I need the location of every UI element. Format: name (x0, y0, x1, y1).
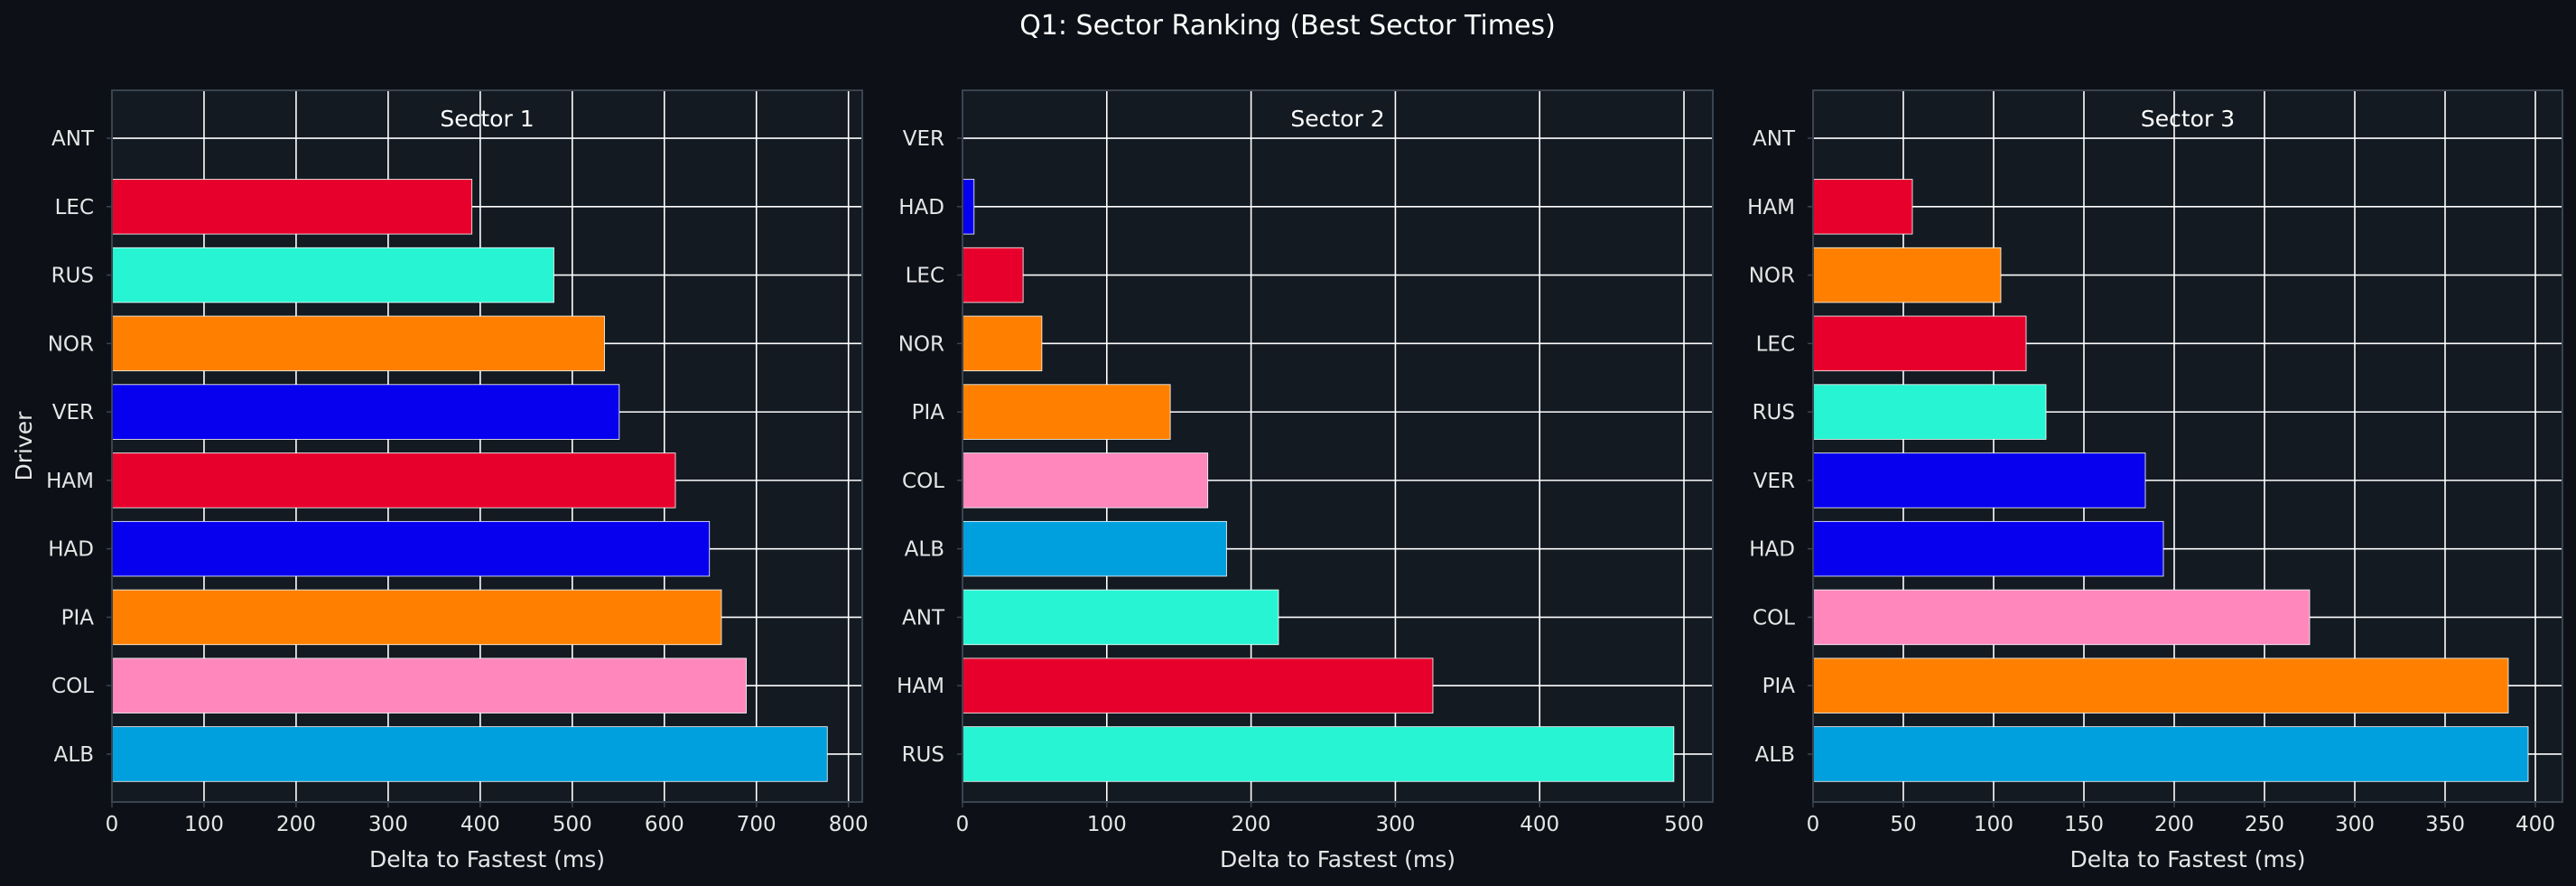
bar-lec (962, 247, 1024, 303)
x-tick-label: 100 (1974, 813, 2013, 836)
y-tick-label: ALB (1755, 743, 1795, 767)
sector-panel-1: ANT LEC RUS NOR VER HAM HAD PIA COL ALB 0 100 200 300… (11, 89, 869, 872)
figure-title: Q1: Sector Ranking (Best Sector Times) (1019, 10, 1556, 42)
y-tick-label: LEC (55, 196, 94, 219)
y-tick-label: HAD (898, 196, 944, 219)
bar-had (1812, 520, 2164, 577)
y-tick-label: PIA (1762, 675, 1796, 698)
x-tick-label: 300 (2335, 813, 2375, 836)
panel-title: Sector 1 (440, 106, 534, 132)
y-tick-label: COL (1753, 606, 1795, 630)
y-tick-label: VER (1753, 470, 1795, 493)
sector-panel-3: ANT HAM NOR LEC RUS VER HAD COL PIA ALB 0 50 100 150 2… (1747, 89, 2563, 872)
x-tick-label: 100 (184, 813, 224, 836)
x-tick-label: 700 (737, 813, 777, 836)
x-tick-label: 200 (2154, 813, 2194, 836)
bar-alb (1812, 726, 2529, 782)
x-tick-label: 600 (645, 813, 684, 836)
bar-nor (962, 315, 1043, 372)
y-tick-label: VER (903, 127, 944, 151)
x-tick-label: 400 (460, 813, 500, 836)
bar-ham (1812, 179, 1913, 235)
x-tick-label: 400 (2516, 813, 2555, 836)
bar-rus (111, 247, 554, 303)
bar-had (962, 179, 975, 235)
bar-lec (111, 179, 473, 235)
x-tick-label: 500 (1664, 813, 1704, 836)
bar-alb (962, 520, 1227, 577)
y-tick-label: ANT (1753, 127, 1796, 151)
x-tick-label: 250 (2245, 813, 2284, 836)
y-tick-label: NOR (898, 332, 944, 356)
x-tick-label: 400 (1520, 813, 1559, 836)
bar-pia (1812, 658, 2509, 713)
bar-had (111, 520, 711, 577)
y-tick-label: LEC (1756, 332, 1795, 356)
y-axis-label: Driver (11, 411, 37, 481)
bar-rus (1812, 384, 2047, 440)
bar-col (111, 658, 747, 713)
y-tick-label: PIA (61, 606, 95, 630)
y-tick-label: HAD (48, 538, 94, 562)
x-tick-label: 300 (1375, 813, 1415, 836)
y-tick-label: HAM (46, 470, 94, 493)
y-tick-label: HAM (1747, 196, 1795, 219)
plot-frame (962, 89, 1714, 803)
y-tick-label: ANT (51, 127, 95, 151)
x-tick-label: 350 (2425, 813, 2465, 836)
x-axis-label: Delta to Fastest (ms) (1220, 846, 1455, 872)
x-tick-label: 50 (1890, 813, 1916, 836)
y-tick-label: ANT (902, 606, 945, 630)
y-tick-label: NOR (1749, 265, 1795, 288)
y-tick-label: COL (902, 470, 944, 493)
bar-ham (111, 452, 676, 508)
panel-title: Sector 3 (2141, 106, 2235, 132)
sector-panel-2: VER HAD LEC NOR PIA COL ALB ANT HAM RUS 0 100 200 300… (897, 89, 1714, 872)
y-tick-label: NOR (48, 332, 94, 356)
y-tick-label: ALB (905, 538, 944, 562)
bar-ham (962, 658, 1434, 713)
y-tick-label: COL (51, 675, 94, 698)
y-tick-label: ALB (54, 743, 94, 767)
y-tick-label: VER (52, 401, 94, 424)
x-tick-label: 300 (368, 813, 408, 836)
y-tick-label: RUS (51, 265, 94, 288)
x-tick-label: 800 (829, 813, 869, 836)
bar-nor (1812, 247, 2002, 303)
y-tick-label: LEC (906, 265, 944, 288)
x-tick-label: 0 (956, 813, 970, 836)
y-tick-label: RUS (902, 743, 944, 767)
y-tick-label: HAD (1749, 538, 1795, 562)
bar-col (1812, 589, 2311, 646)
bar-alb (111, 726, 828, 782)
panel-title: Sector 2 (1290, 106, 1384, 132)
bar-ver (111, 384, 620, 440)
y-tick-label: RUS (1753, 401, 1795, 424)
bar-lec (1812, 315, 2027, 372)
bar-rus (962, 726, 1675, 782)
x-tick-label: 0 (1807, 813, 1820, 836)
bar-pia (962, 384, 1171, 440)
x-tick-label: 200 (1232, 813, 1271, 836)
x-axis-label: Delta to Fastest (ms) (2070, 846, 2306, 872)
x-tick-label: 500 (553, 813, 592, 836)
x-tick-label: 200 (276, 813, 316, 836)
y-tick-label: HAM (897, 675, 944, 698)
x-tick-label: 0 (106, 813, 119, 836)
x-tick-label: 100 (1087, 813, 1127, 836)
y-tick-label: PIA (912, 401, 945, 424)
bar-ver (1812, 452, 2146, 508)
bar-col (962, 452, 1209, 508)
bar-ant (962, 589, 1279, 646)
bar-nor (111, 315, 605, 372)
plot-frame (111, 89, 863, 803)
x-tick-label: 150 (2064, 813, 2104, 836)
plot-frame (1812, 89, 2563, 803)
x-axis-label: Delta to Fastest (ms) (369, 846, 605, 872)
bar-pia (111, 589, 722, 646)
